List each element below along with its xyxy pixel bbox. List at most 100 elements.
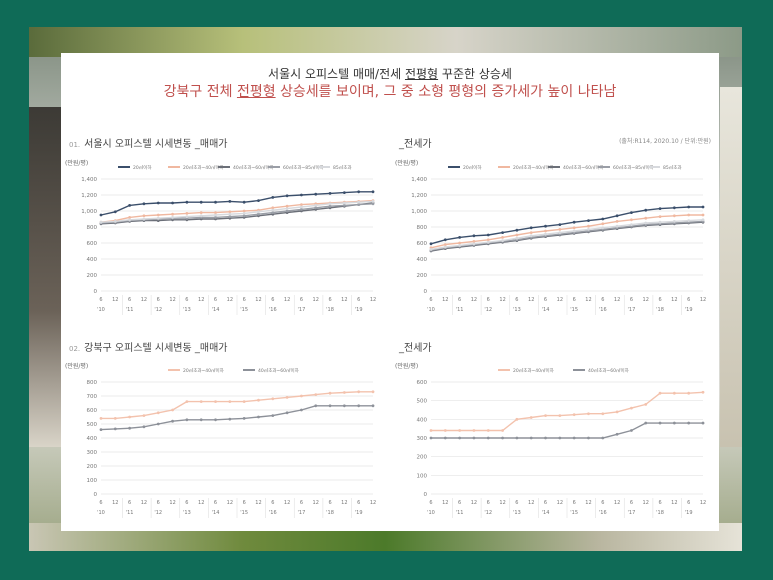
x-tick-label: 6 [515,500,518,506]
data-point [701,390,705,394]
data-point [242,200,246,204]
x-tick-label: 6 [544,500,547,506]
x-tick-label: 12 [313,500,319,506]
x-tick-label: 12 [614,297,620,303]
legend-label: 20㎡초과~40㎡이하 [183,367,225,374]
data-point [501,231,504,234]
x-tick-label: 6 [300,297,303,303]
data-point [672,206,676,210]
section-number: 02. [69,345,81,353]
data-point [486,436,490,440]
data-point [328,204,332,208]
data-point [285,204,289,208]
data-point [687,219,691,222]
x-tick-label: 12 [585,500,591,506]
x-tick-label: 6 [429,297,432,303]
series-line [430,219,704,251]
data-point [128,426,132,430]
year-label: '17 [298,307,306,313]
data-point [271,208,275,212]
legend-label: 20㎡초과~40㎡이하 [513,367,555,374]
data-point [558,436,562,440]
y-tick-label: 200 [87,464,98,470]
data-point [443,429,447,432]
data-point [257,212,260,216]
data-point [171,201,174,205]
year-label: '14 [542,307,550,313]
year-label: '10 [97,510,105,516]
data-point [572,220,576,224]
series-line [100,203,374,224]
data-point [257,210,260,214]
year-label: '12 [484,510,492,516]
y-tick-label: 500 [417,399,428,405]
x-tick-label: 6 [544,297,547,303]
data-point [99,220,103,224]
series-line [430,206,703,245]
y-tick-label: 800 [417,225,428,231]
data-point [156,411,160,415]
data-point [572,413,576,417]
year-label: '10 [97,307,105,313]
headline-1-pre: 서울시 오피스텔 매매/전세 [268,67,405,81]
legend-label: 85㎡초과 [663,164,682,171]
data-point [156,201,160,205]
data-point [271,206,275,210]
data-point [314,206,318,210]
data-point [615,410,619,414]
data-point [113,427,117,431]
x-tick-label: 6 [185,297,188,303]
data-point [185,212,189,215]
data-point [558,223,562,226]
data-point [142,214,146,218]
legend-label: 40㎡초과~60㎡이하 [563,164,605,171]
data-point [630,429,633,432]
data-point [242,417,246,420]
legend-label: 20㎡이하 [133,164,152,171]
x-tick-label: 6 [658,500,661,506]
x-tick-label: 12 [614,500,620,506]
x-tick-label: 12 [169,500,175,506]
x-tick-label: 12 [370,500,376,506]
series-line [430,221,704,252]
year-label: '10 [427,510,435,516]
photo-top-strip [29,27,742,57]
data-point [328,192,332,195]
data-point [601,217,605,221]
series-line [430,214,703,249]
x-tick-label: 12 [499,500,505,506]
series-line [100,200,374,223]
x-tick-label: 12 [471,500,477,506]
data-point [672,421,676,425]
data-point [300,408,303,412]
x-tick-label: 6 [487,297,490,303]
data-point [544,414,547,417]
data-point [314,404,318,408]
y-tick-label: 400 [417,417,428,423]
x-tick-label: 12 [442,500,448,506]
section-title-bottom-left: 02. 강북구 오피스텔 시세변동 _매매가 [69,339,227,354]
y-tick-label: 600 [87,241,98,247]
chart-gangbuk-sale: (만원/평) 20㎡초과~40㎡이하 40㎡초과~60㎡이하 0 100 200 300 40… [65,362,376,518]
data-point [199,214,203,218]
data-point [672,391,676,395]
data-point [156,216,160,220]
year-label: '12 [154,307,162,313]
x-tick-label: 6 [214,297,217,303]
data-point [486,233,490,237]
headline-2-underlined: 전평형 [236,84,276,100]
data-point [328,202,332,206]
y-tick-label: 600 [87,408,98,414]
y-tick-label: 100 [417,473,428,479]
data-point [472,242,476,246]
x-tick-label: 12 [442,297,448,303]
x-tick-label: 12 [557,500,563,506]
y-tick-label: 600 [417,241,428,247]
y-tick-label: 1,000 [81,209,97,215]
data-point [529,234,533,238]
data-point [199,211,203,214]
year-label: '18 [326,510,334,516]
year-label: '11 [126,307,134,313]
y-axis-label: (만원/평) [395,362,418,370]
data-point [658,220,662,224]
